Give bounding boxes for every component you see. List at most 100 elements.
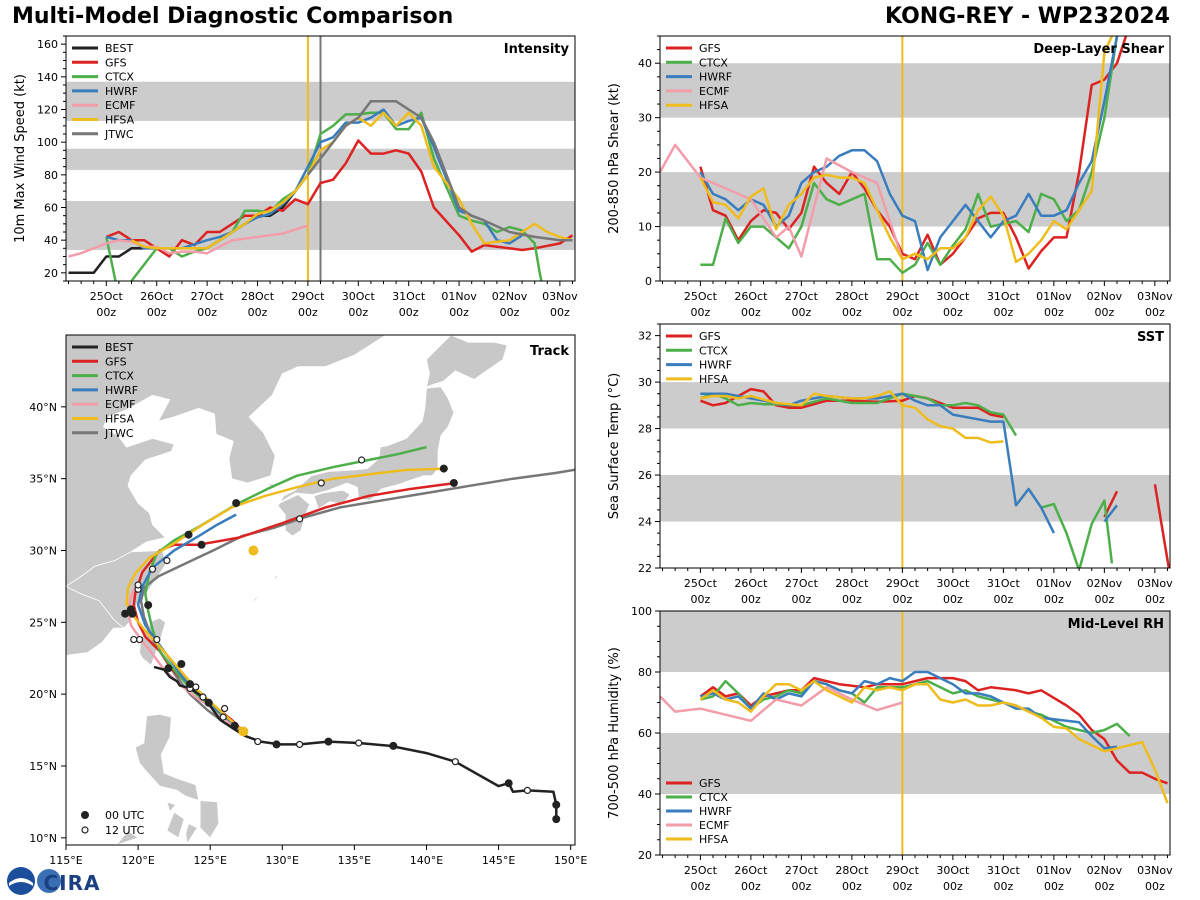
sst-ytick-label: 26 [638,469,652,482]
rh-xtick-label-hour: 00z [892,880,912,893]
track-marker-00utc [449,478,458,487]
shear-series-ctcx [700,36,1119,275]
rh-ytick-label: 100 [631,605,652,618]
track-ytick-label: 15°N [29,760,57,773]
sst-xtick-label-hour: 00z [741,593,761,606]
track-marker-12utc [451,758,459,766]
track-xtick-label: 135°E [338,854,371,867]
sst-xtick-label: 27Oct [785,577,819,590]
sst-series-hwrf [700,392,1056,534]
shear-xtick-label-hour: 00z [741,306,761,319]
legend-label-hfsa: HFSA [699,833,729,846]
intensity-xtick-label-hour: 00z [298,306,318,319]
sst-xtick-label: 03Nov [1137,577,1173,590]
track-marker-00utc [504,779,513,788]
rh-panel: 20 40 60 80 100 25Oct 00z 26Oct 00z 27Oct 00z 28Oct… [607,605,1173,893]
legend-label-ctcx: CTCX [699,791,728,804]
sst-xtick-label-hour: 00z [892,593,912,606]
rh-xtick-label-hour: 00z [741,880,761,893]
legend-label-jtwc: JTWC [104,128,134,141]
legend-label-gfs: GFS [699,330,721,343]
rh-series-hfsa [699,679,1169,804]
track-xtick-label: 150°E [554,854,587,867]
landmass [425,335,508,388]
intensity-ytick-label: 20 [44,267,58,280]
intensity-xtick-label: 28Oct [241,290,275,303]
landmass [66,335,387,587]
landmass [245,593,260,609]
rh-panel-title: Mid-Level RH [1068,617,1164,632]
legend-marker-00utc [81,811,89,819]
track-marker-hfsa [248,545,259,556]
rh-xtick-label: 25Oct [684,864,718,877]
sst-xtick-label: 31Oct [987,577,1021,590]
legend-label-hwrf: HWRF [105,384,138,397]
intensity-ytick-label: 40 [44,234,58,247]
track-panel: 115°E 120°E 125°E 130°E 135°E 140°E 145°E 150°E… [29,334,587,867]
track-xtick-label: 145°E [482,854,515,867]
track-xtick-label: 120°E [121,854,154,867]
sst-xtick-label: 01Nov [1036,577,1072,590]
legend-label-ecmf: ECMF [105,99,135,112]
legend-label-hfsa: HFSA [105,114,135,127]
landmass [139,617,166,667]
legend-label-ecmf: ECMF [699,85,729,98]
intensity-ytick-label: 100 [37,136,58,149]
track-marker-12utc [148,565,157,573]
rh-xtick-label: 27Oct [785,864,819,877]
rh-ylabel: 700-500 hPa Humidity (%) [607,647,622,819]
intensity-series-ecmf [68,224,309,258]
legend-label-hwrf: HWRF [699,71,732,84]
intensity-xtick-label: 02Nov [492,290,528,303]
shear-series-hfsa [699,36,1114,264]
intensity-plot-area [66,36,575,281]
shear-ytick-label: 20 [638,166,652,179]
sst-ytick-label: 32 [638,330,652,343]
shear-panel: 0 10 20 30 40 25Oct 00z 26Oct 00z 27Oct 00z 28Oct 00… [607,35,1173,319]
cira-logo: CIRA [7,867,100,895]
track-marker-12utc [357,456,366,464]
track-marker-00utc [389,741,398,750]
intensity-ytick-label: 60 [44,202,58,215]
noaa-bird-icon [9,878,33,886]
legend-label-00utc: 00 UTC [105,809,145,822]
legend-label-ecmf: ECMF [699,819,729,832]
intensity-series-gfs [105,139,574,258]
sst-ytick-label: 22 [638,562,652,575]
rh-xtick-label-hour: 00z [993,880,1013,893]
landmass [199,800,220,839]
rh-xtick-label-hour: 00z [842,880,862,893]
track-marker-12utc [295,515,304,523]
track-marker-00utc [177,659,186,668]
track-panel-title: Track [530,344,569,359]
sst-series-ctcx [699,392,1114,568]
sst-xtick-label-hour: 00z [842,593,862,606]
shear-xtick-label: 31Oct [987,290,1021,303]
intensity-xtick-label-hour: 00z [248,306,268,319]
landmass [66,585,125,656]
sst-xtick-label: 02Nov [1087,577,1123,590]
track-marker-00utc [144,601,153,610]
shear-xtick-label: 26Oct [734,290,768,303]
rh-band [660,733,1170,794]
shear-xtick-label: 25Oct [684,290,718,303]
legend-label-hwrf: HWRF [699,359,732,372]
track-marker-00utc [184,530,193,539]
landmass [166,811,185,839]
rh-plot-area [660,611,1170,855]
shear-xtick-label: 03Nov [1137,290,1173,303]
rh-xtick-label: 30Oct [936,864,970,877]
shear-xtick-label-hour: 00z [1094,306,1114,319]
shear-series-hwrf [699,36,1119,272]
landmass [257,481,276,490]
legend-label-gfs: GFS [699,777,721,790]
legend-label-hfsa: HFSA [699,373,729,386]
sst-xtick-label-hour: 00z [791,593,811,606]
sst-xtick-label: 29Oct [886,577,920,590]
track-ytick-label: 20°N [29,688,57,701]
track-marker-12utc [199,693,207,701]
shear-ytick-label: 10 [638,221,652,234]
sst-panel-title: SST [1137,330,1164,345]
track-xtick-label: 115°E [49,854,82,867]
legend-label-ctcx: CTCX [105,71,134,84]
